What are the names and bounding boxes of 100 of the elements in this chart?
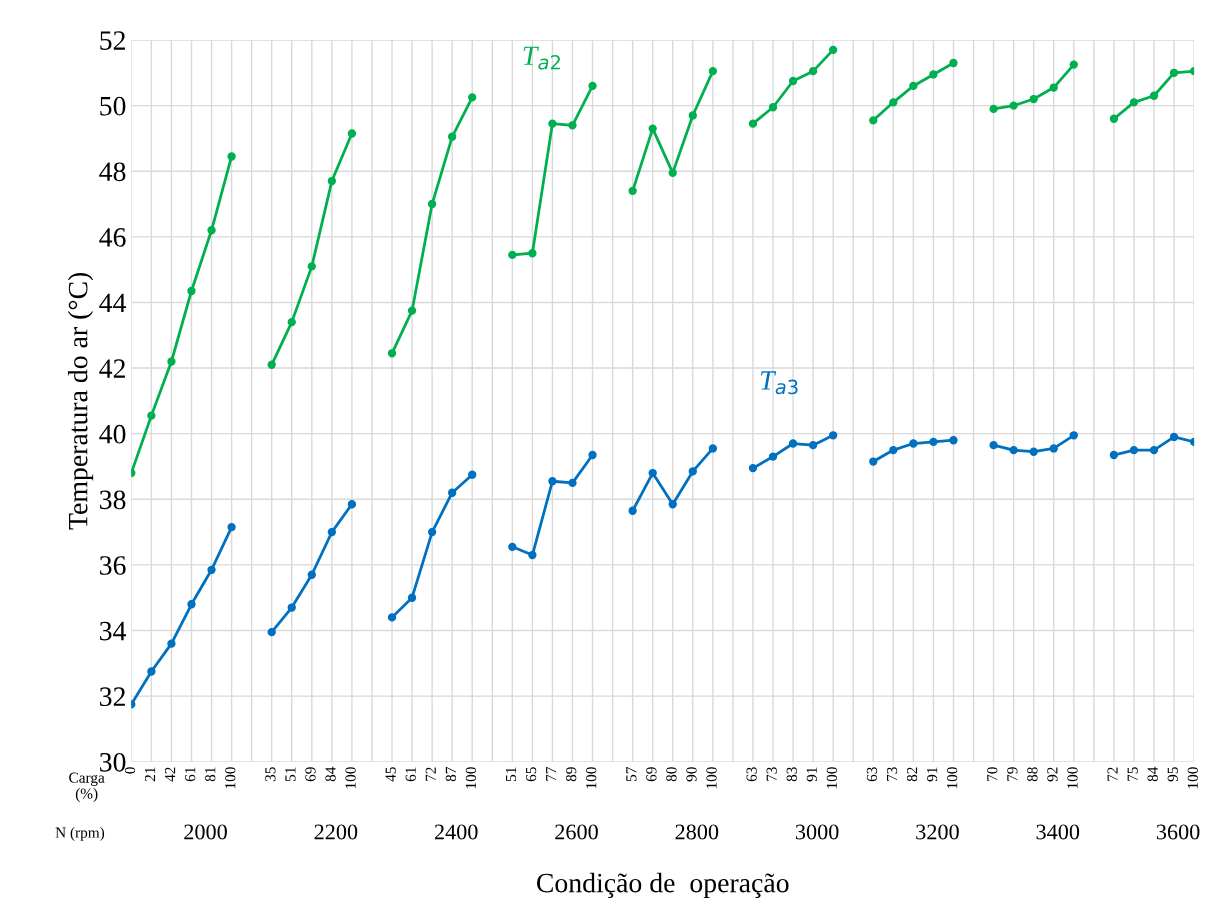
point	[989, 104, 998, 114]
point	[448, 488, 457, 497]
point	[788, 439, 798, 448]
y-tick-label: 30	[100, 752, 126, 772]
x-tick-label: 100	[586, 767, 597, 789]
x-tick-label: 72	[425, 767, 436, 781]
text: 2400	[434, 824, 478, 840]
point	[748, 463, 758, 473]
y-tick-label: 34	[100, 621, 127, 641]
x-tick-label: 81	[205, 767, 216, 782]
point	[588, 450, 597, 460]
point	[508, 542, 517, 552]
point	[227, 523, 236, 532]
point	[688, 467, 697, 476]
point	[909, 439, 918, 448]
point	[347, 129, 357, 138]
point	[869, 457, 878, 466]
point	[1109, 114, 1119, 123]
x-tick-label: 73	[766, 767, 777, 781]
x-tick-label: 91	[806, 767, 817, 782]
point	[688, 111, 697, 120]
point	[628, 506, 637, 515]
x-tick-label: 100	[947, 767, 958, 789]
point	[808, 440, 818, 450]
y-tick-label: 40	[99, 424, 126, 444]
x-tick-label: 0	[124, 767, 136, 774]
x-tick-label: 100	[706, 767, 717, 789]
point	[287, 603, 296, 612]
point	[808, 66, 818, 76]
point	[287, 317, 296, 327]
x-tick-label: 42	[164, 767, 176, 782]
y-tick-label: 44	[99, 293, 127, 313]
point	[1049, 83, 1058, 92]
text: 2600	[555, 824, 598, 840]
point	[427, 527, 437, 537]
y-tick-label: 36	[100, 556, 126, 575]
point	[267, 360, 276, 369]
x-tick-label: 87	[445, 767, 456, 782]
point	[267, 627, 276, 637]
point	[187, 600, 196, 609]
x-tick-label: 77	[546, 767, 557, 781]
text: 3000	[795, 824, 839, 840]
point	[147, 411, 156, 420]
x-tick-label: 82	[906, 767, 918, 782]
point	[628, 186, 637, 196]
point	[147, 667, 156, 676]
x-tick-label: 63	[746, 767, 757, 782]
y-tick-label: 38	[100, 490, 126, 510]
y-tick-label: 48	[99, 162, 126, 182]
x-tick-label: 100	[465, 767, 477, 789]
x-tick-label: 45	[385, 767, 396, 782]
x-tick-label: 84	[1147, 766, 1158, 782]
point	[1049, 444, 1058, 453]
x-tick-label: 100	[345, 767, 356, 789]
point	[708, 444, 718, 453]
x-tick-label: 90	[686, 767, 697, 782]
x-tick-label: 100	[1187, 767, 1198, 789]
x-tick-label: 88	[1027, 767, 1038, 782]
text: Carga (%)	[69, 772, 105, 802]
point	[468, 470, 477, 479]
text: 3200	[916, 824, 959, 840]
point	[1029, 447, 1038, 456]
y-tick-label: 50	[100, 96, 126, 116]
point	[668, 500, 677, 509]
x-tick-label: 35	[265, 767, 276, 782]
point	[528, 550, 537, 560]
point	[427, 199, 437, 209]
point	[407, 306, 417, 315]
x-tick-label: 72	[1107, 767, 1118, 781]
point	[768, 452, 778, 461]
text: N (rpm)	[55, 826, 105, 841]
point	[227, 152, 236, 161]
x-axis-title: Condição de operação	[536, 872, 789, 899]
point	[508, 250, 517, 260]
point	[568, 121, 577, 130]
x-tick-label: 69	[305, 767, 316, 782]
x-tick-label: 21	[144, 767, 156, 782]
point	[668, 168, 677, 178]
point	[468, 93, 477, 102]
point	[167, 357, 176, 366]
point	[989, 440, 998, 450]
x-tick-label: 91	[926, 767, 938, 782]
point	[1009, 445, 1018, 455]
point	[1169, 68, 1179, 77]
point	[207, 565, 216, 574]
point	[568, 478, 577, 488]
point	[387, 349, 397, 358]
point	[1129, 445, 1139, 455]
point	[548, 477, 557, 486]
x-tick-label: 51	[505, 767, 517, 781]
point	[748, 119, 758, 128]
text: 3600	[1156, 824, 1200, 840]
point	[327, 527, 337, 537]
text: 2200	[314, 824, 358, 840]
point	[528, 249, 537, 258]
series-label: T$_{a3}$	[760, 371, 798, 395]
x-tick-label: 75	[1127, 767, 1138, 781]
point	[327, 176, 337, 186]
x-tick-label: 51	[285, 767, 296, 781]
series-label: T$_{a2}$	[523, 46, 560, 70]
